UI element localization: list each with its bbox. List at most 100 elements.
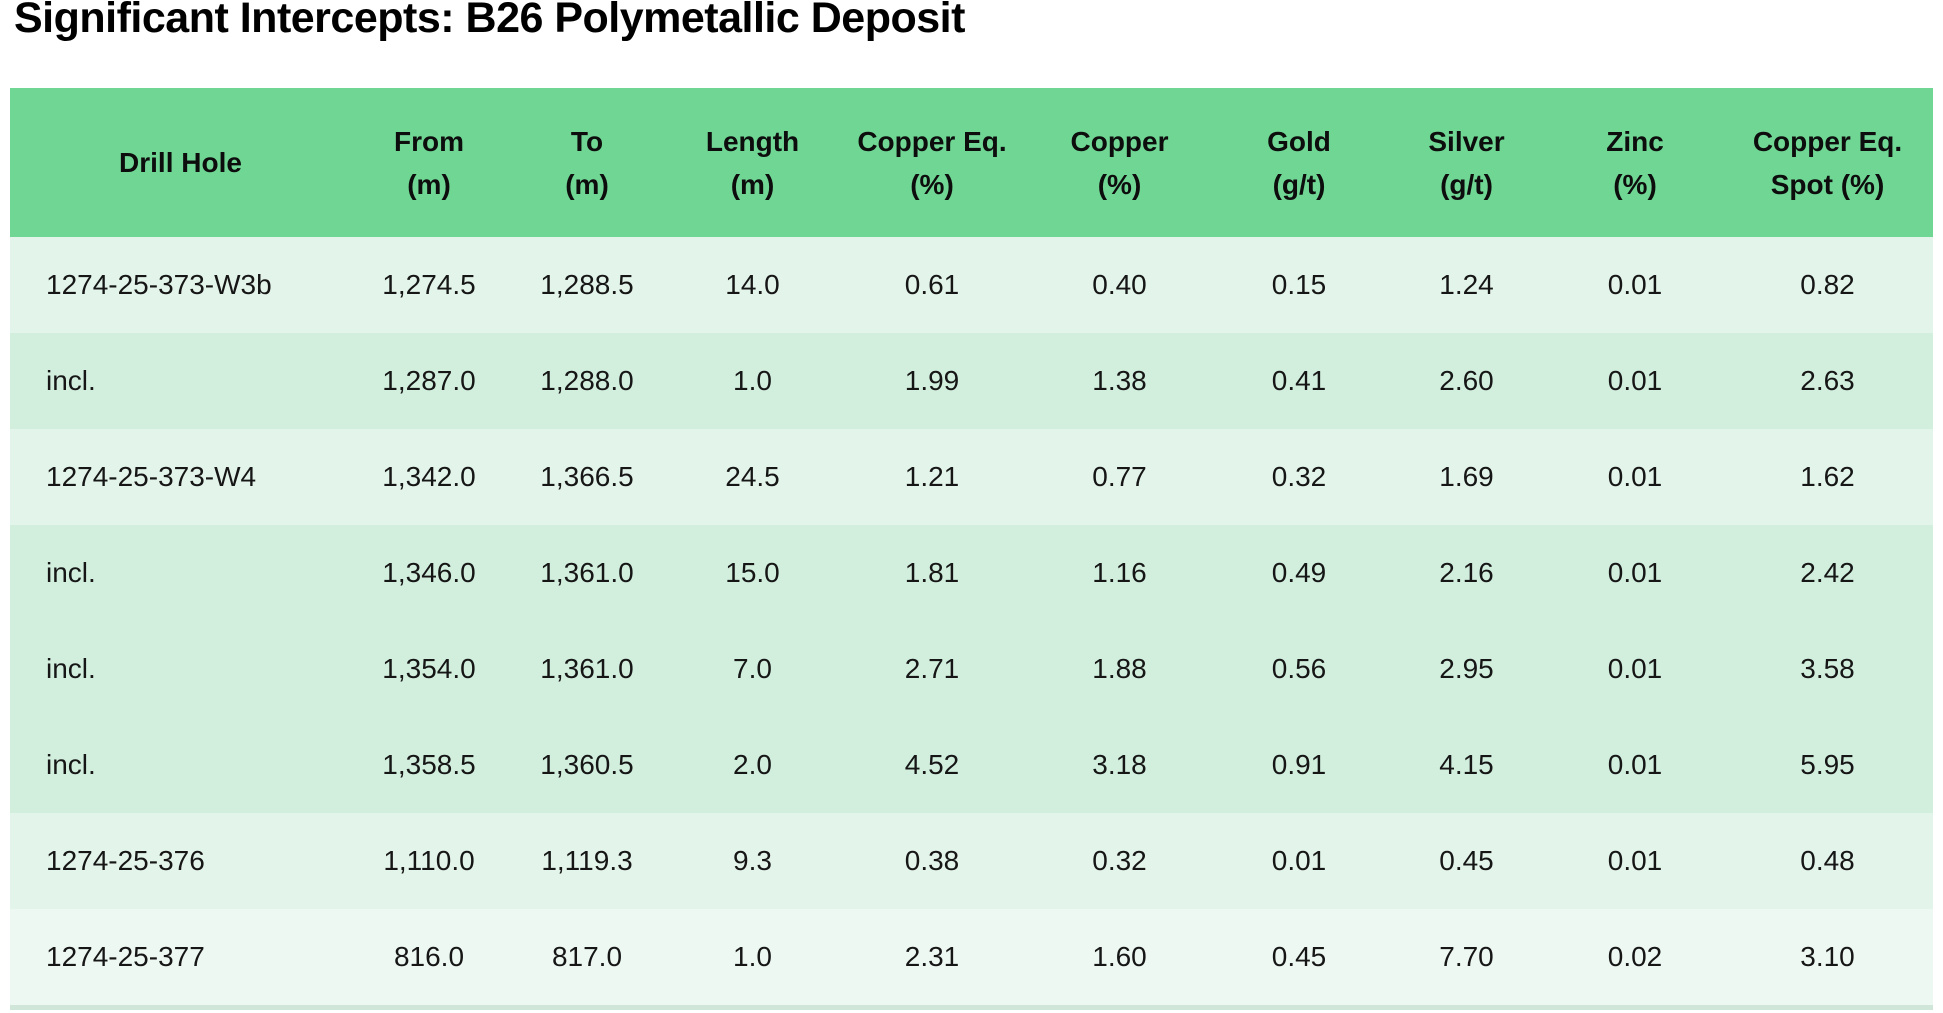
col-header-zinc: Zinc (%) [1548,88,1722,237]
value-cell: 1,288.5 [540,269,634,300]
header-line1: Drill Hole [119,147,242,178]
value-cell: 0.61 [904,269,960,300]
table-row: incl. 1,354.0 1,361.0 7.0 2.71 1.88 0.56 2.95 0.… [10,621,1933,717]
value-cell: 1,361.0 [540,557,634,588]
value-cell: 1.16 [1092,557,1147,588]
value-cell: 0.49 [1271,557,1327,588]
header-line1: Gold [1267,125,1331,157]
value-cell: 24.5 [725,461,780,492]
value-cell: 0.40 [1092,269,1147,300]
value-cell: 4.52 [904,749,960,780]
value-cell: 1.81 [904,557,960,588]
value-cell: 0.01 [1271,845,1327,876]
value-cell: 0.01 [1607,653,1663,684]
value-cell: 0.01 [1607,269,1663,300]
header-line2: (m) [407,168,451,200]
header-line2: (g/t) [1272,168,1326,200]
value-cell: 4.15 [1439,749,1494,780]
header-line1: Length [705,125,800,157]
col-header-drill-hole: Drill Hole [10,88,351,237]
header-line1: Zinc [1606,125,1664,157]
header-line2: (m) [730,168,775,200]
value-cell: 0.01 [1607,749,1663,780]
value-cell: 2.60 [1439,365,1494,396]
drill-hole-cell: 1274-25-377 [46,941,205,972]
value-cell: 2.71 [904,653,960,684]
page-title: Significant Intercepts: B26 Polymetallic… [14,0,965,42]
table-row: 1274-25-373-W4 1,342.0 1,366.5 24.5 1.21 0.77… [10,429,1933,525]
value-cell: 1,366.5 [540,461,634,492]
value-cell: 0.41 [1271,365,1327,396]
value-cell: 7.0 [733,653,772,684]
table-row: incl. 1,346.0 1,361.0 15.0 1.81 1.16 0.49 2.16 0… [10,525,1933,621]
value-cell: 816.0 [393,941,465,972]
header-line2: (%) [1097,168,1142,200]
value-cell: 0.02 [1607,941,1663,972]
value-cell: 14.0 [725,269,780,300]
value-cell: 1,358.5 [382,749,476,780]
value-cell: 0.01 [1607,461,1663,492]
value-cell: 3.18 [1092,749,1147,780]
value-cell: 2.42 [1800,557,1855,588]
header-line1: From [394,125,464,157]
table-body: 1274-25-373-W3b 1,274.5 1,288.5 14.0 0.61 0.4… [10,237,1933,1005]
col-header-copper-eq: Copper Eq. (%) [838,88,1026,237]
table-row: 1274-25-373-W3b 1,274.5 1,288.5 14.0 0.61 0.4… [10,237,1933,333]
value-cell: 1,342.0 [382,461,476,492]
value-cell: 1.38 [1092,365,1147,396]
value-cell: 1,354.0 [382,653,476,684]
table-row: 1274-25-377 816.0 817.0 1.0 2.31 1.60 0.45 7.70… [10,909,1933,1005]
value-cell: 0.91 [1271,749,1327,780]
value-cell: 1.62 [1800,461,1855,492]
value-cell: 0.01 [1607,365,1663,396]
value-cell: 3.10 [1800,941,1855,972]
header-row: Drill Hole From (m) To (m) Length (m) Co… [10,88,1933,237]
value-cell: 0.32 [1271,461,1327,492]
value-cell: 1.0 [733,365,772,396]
value-cell: 2.63 [1800,365,1855,396]
header-line1: Silver [1428,125,1505,157]
col-header-from: From (m) [351,88,507,237]
table-bottom-strip [10,1005,1933,1010]
header-line1: Copper Eq. [857,125,1007,157]
col-header-length: Length (m) [667,88,838,237]
table-row: 1274-25-376 1,110.0 1,119.3 9.3 0.38 0.32 0.01… [10,813,1933,909]
value-cell: 0.01 [1607,845,1663,876]
table-header: Drill Hole From (m) To (m) Length (m) Co… [10,88,1933,237]
value-cell: 0.01 [1607,557,1663,588]
value-cell: 2.95 [1439,653,1494,684]
header-line1: To [570,125,604,157]
intercepts-table: Drill Hole From (m) To (m) Length (m) Co… [10,88,1933,1005]
value-cell: 3.58 [1800,653,1855,684]
value-cell: 1.69 [1439,461,1494,492]
value-cell: 15.0 [725,557,780,588]
col-header-to: To (m) [507,88,667,237]
col-header-copper: Copper (%) [1026,88,1213,237]
value-cell: 1.60 [1092,941,1147,972]
value-cell: 2.31 [904,941,960,972]
value-cell: 817.0 [551,941,623,972]
value-cell: 0.32 [1092,845,1147,876]
value-cell: 1,346.0 [382,557,476,588]
value-cell: 0.38 [904,845,960,876]
value-cell: 1.24 [1439,269,1494,300]
value-cell: 1,119.3 [541,845,633,876]
header-line2: Spot (%) [1770,168,1885,200]
table-row: incl. 1,287.0 1,288.0 1.0 1.99 1.38 0.41 2.60 0.… [10,333,1933,429]
value-cell: 0.15 [1271,269,1327,300]
value-cell: 7.70 [1439,941,1494,972]
drill-hole-cell: 1274-25-376 [46,845,205,876]
value-cell: 5.95 [1800,749,1855,780]
value-cell: 0.45 [1439,845,1494,876]
value-cell: 0.56 [1271,653,1327,684]
value-cell: 0.82 [1800,269,1855,300]
value-cell: 9.3 [733,845,772,876]
value-cell: 2.0 [733,749,772,780]
header-line2: (m) [565,168,609,200]
table-row: incl. 1,358.5 1,360.5 2.0 4.52 3.18 0.91 4.15 0.… [10,717,1933,813]
value-cell: 1,110.0 [383,845,475,876]
header-line2: (%) [1613,168,1657,200]
col-header-gold: Gold (g/t) [1213,88,1385,237]
drill-hole-cell: incl. [46,749,96,780]
drill-hole-cell: 1274-25-373-W3b [46,269,272,300]
